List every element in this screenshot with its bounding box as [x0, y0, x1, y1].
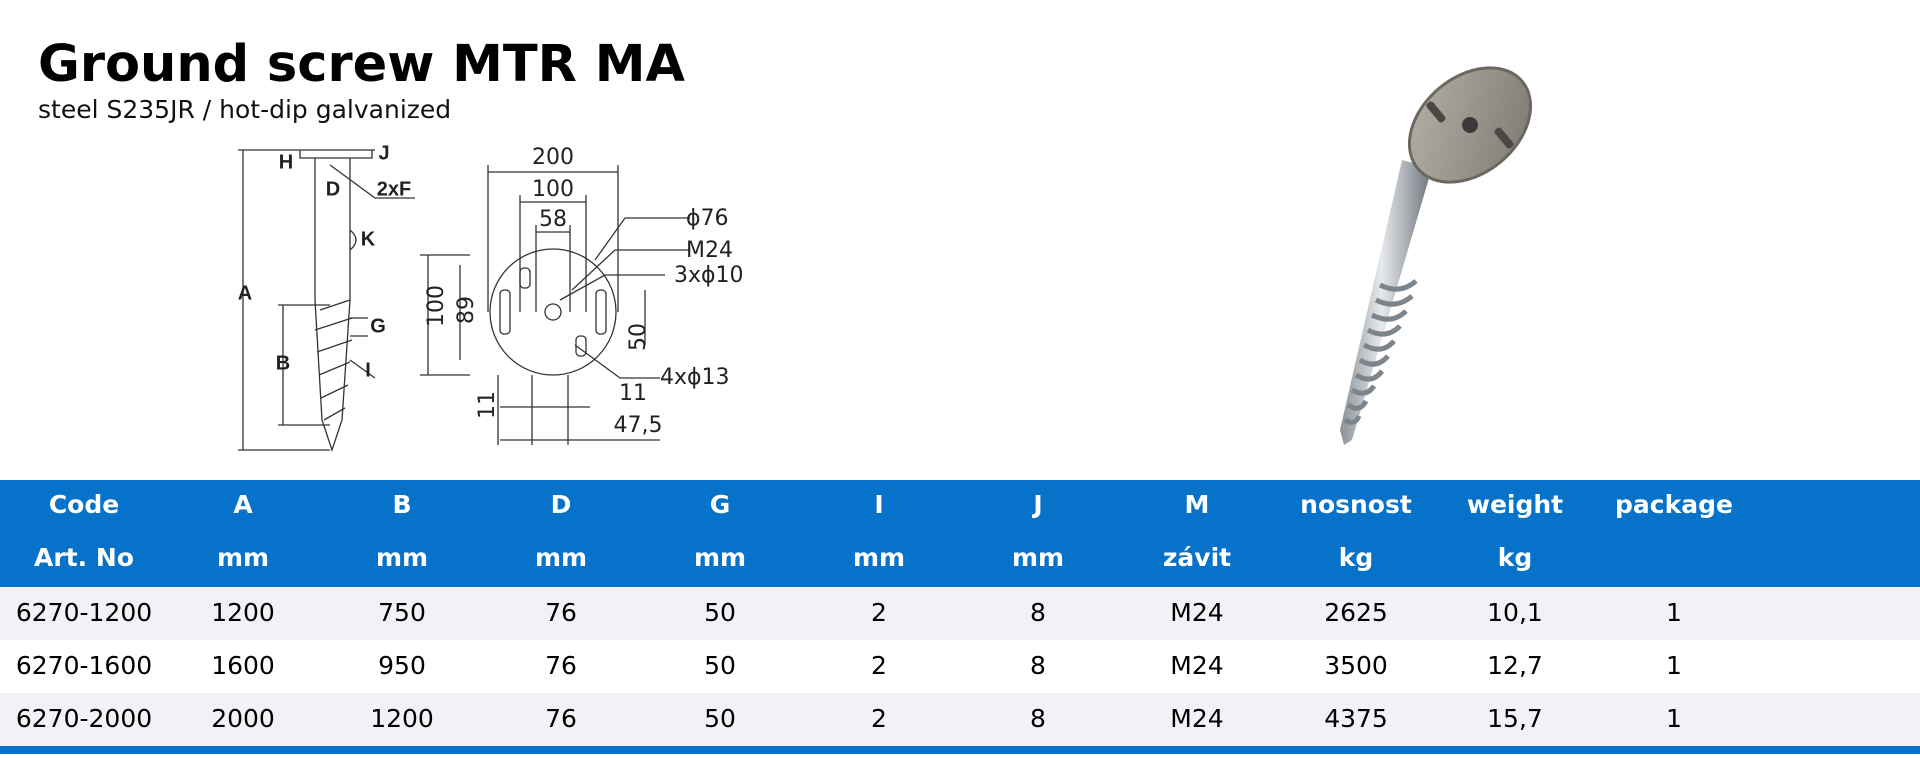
table-cell: 6270-1200: [16, 598, 152, 627]
table-cell: 2625: [1324, 598, 1388, 627]
table-cell: 750: [378, 598, 426, 627]
header-cell: D: [551, 490, 572, 519]
table-cell: 10,1: [1487, 598, 1543, 627]
table-cell: M24: [1170, 651, 1223, 680]
dimension: 47,5: [614, 413, 663, 438]
table-cell: 50: [704, 651, 736, 680]
header-cell: kg: [1498, 543, 1533, 572]
table-cell: 6270-1600: [16, 651, 152, 680]
header-cell: závit: [1163, 543, 1231, 572]
table-cell: 8: [1030, 598, 1046, 627]
header-cell: M: [1185, 490, 1210, 519]
table-cell: M24: [1170, 598, 1223, 627]
drawing-label: 2xF: [377, 178, 411, 200]
dimension: 4xϕ13: [660, 365, 730, 390]
dimension: ϕ76: [686, 206, 729, 231]
table-cell: 1: [1666, 598, 1682, 627]
table-cell: 76: [545, 651, 577, 680]
product-photo: [1340, 66, 1533, 445]
drawing-label: K: [361, 228, 376, 250]
header-cell: nosnost: [1300, 490, 1412, 519]
header-cell: B: [392, 490, 411, 519]
header-cell: I: [874, 490, 883, 519]
table-cell: 76: [545, 704, 577, 733]
header-cell: Art. No: [34, 543, 134, 572]
dimension: 58: [539, 207, 567, 232]
header-cell: G: [710, 490, 731, 519]
dimension: 3xϕ10: [674, 263, 744, 288]
drawing-label: B: [276, 352, 290, 374]
header-cell: kg: [1339, 543, 1374, 572]
dimension: 100: [532, 177, 574, 202]
table-row-background: [0, 587, 1920, 640]
table-row-background: [0, 693, 1920, 746]
table-cell: 1200: [370, 704, 434, 733]
table-cell: 15,7: [1487, 704, 1543, 733]
header-cell: mm: [694, 543, 746, 572]
table-cell: 8: [1030, 651, 1046, 680]
header-cell: A: [233, 490, 253, 519]
header-cell: package: [1615, 490, 1733, 519]
table-cell: 2: [871, 704, 887, 733]
header-cell: mm: [853, 543, 905, 572]
table-cell: 76: [545, 598, 577, 627]
table-cell: 950: [378, 651, 426, 680]
table-cell: 50: [704, 704, 736, 733]
drawing-label: G: [370, 315, 386, 337]
dimension: 11: [619, 381, 647, 406]
header-cell: J: [1031, 490, 1042, 519]
table-cell: 1: [1666, 704, 1682, 733]
dimension: 200: [532, 145, 574, 170]
side-drawing: H J D 2xF K A G B I: [238, 142, 415, 453]
table-cell: 1200: [211, 598, 275, 627]
table-cell: M24: [1170, 704, 1223, 733]
table-cell: 1600: [211, 651, 275, 680]
dimension: M24: [686, 238, 733, 263]
drawing-label: J: [378, 142, 389, 164]
table-bottom-bar: [0, 746, 1920, 754]
header-cell: mm: [376, 543, 428, 572]
table-cell: 12,7: [1487, 651, 1543, 680]
header-cell: mm: [535, 543, 587, 572]
table-cell: 8: [1030, 704, 1046, 733]
drawing-label: D: [326, 178, 340, 200]
table-cell: 4375: [1324, 704, 1388, 733]
dimension: 100: [424, 285, 449, 327]
header-cell: weight: [1467, 490, 1563, 519]
header-cell: mm: [1012, 543, 1064, 572]
table-cell: 50: [704, 598, 736, 627]
drawing-label: I: [365, 359, 371, 381]
dimension: 89: [454, 296, 479, 324]
table-cell: 3500: [1324, 651, 1388, 680]
drawing-label: H: [279, 151, 293, 173]
subtitle: steel S235JR / hot-dip galvanized: [38, 95, 451, 124]
header-cell: mm: [217, 543, 269, 572]
table-cell: 2000: [211, 704, 275, 733]
dimension: 11: [475, 391, 500, 419]
top-drawing: 200 100 58 ϕ76 M24 3xϕ10 100 89 50 4xϕ13…: [420, 145, 744, 445]
dimension: 50: [626, 323, 651, 351]
table-header-background: [0, 480, 1920, 587]
table-row-background: [0, 640, 1920, 693]
table-cell: 2: [871, 651, 887, 680]
table-cell: 2: [871, 598, 887, 627]
header-cell: Code: [49, 490, 119, 519]
table-cell: 1: [1666, 651, 1682, 680]
title: Ground screw MTR MA: [38, 35, 685, 94]
table-cell: 6270-2000: [16, 704, 152, 733]
drawing-label: A: [238, 282, 252, 304]
